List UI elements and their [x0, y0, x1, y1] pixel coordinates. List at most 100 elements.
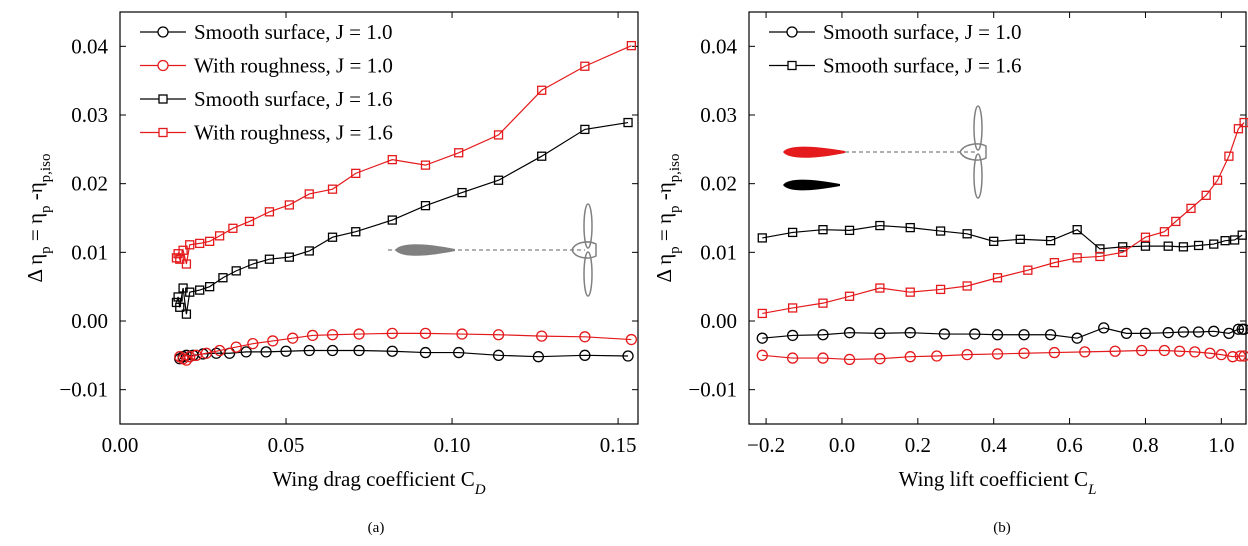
marker — [875, 283, 885, 293]
label-part: = η — [652, 213, 676, 246]
marker — [184, 351, 196, 363]
marker — [817, 329, 829, 341]
marker — [1233, 124, 1244, 134]
marker — [579, 349, 591, 361]
marker — [843, 353, 856, 366]
subscript: p — [38, 246, 54, 254]
y-tick-label: 0.02 — [700, 172, 737, 196]
y-tick-label: 0.03 — [71, 103, 108, 127]
marker — [1044, 329, 1057, 341]
legend-marker — [158, 94, 168, 104]
marker — [351, 227, 361, 237]
legend-label: With roughness, J = 1.0 — [194, 54, 393, 78]
marker — [386, 345, 398, 357]
marker — [962, 229, 972, 239]
marker — [230, 341, 242, 353]
marker — [1136, 344, 1148, 357]
x-tick-label: −0.2 — [747, 433, 785, 457]
marker — [205, 236, 215, 246]
marker — [1227, 351, 1239, 363]
marker — [205, 282, 215, 292]
marker — [626, 40, 637, 51]
subscript: p,iso — [38, 154, 54, 183]
marker — [327, 232, 338, 242]
marker — [214, 231, 225, 241]
marker — [178, 245, 188, 255]
plot-frame — [748, 11, 1247, 425]
marker — [1229, 235, 1240, 245]
marker — [756, 349, 768, 361]
subscript: p,iso — [667, 154, 683, 183]
subscript: D — [474, 482, 486, 498]
marker — [171, 297, 182, 308]
marker — [537, 151, 547, 161]
marker — [905, 222, 915, 233]
label-part: Δ η — [652, 254, 676, 283]
marker — [580, 124, 590, 135]
marker — [1204, 347, 1216, 359]
marker — [1212, 175, 1223, 185]
marker — [817, 352, 829, 364]
marker — [874, 353, 886, 365]
marker — [935, 284, 946, 295]
panel: 0.00 0.05 0.10 0.15 −0.01 0.00 0.01 0.02 0.03 0.0… — [23, 11, 639, 536]
marker — [304, 189, 314, 199]
airfoil-icon-b — [783, 105, 987, 199]
marker — [1095, 251, 1105, 262]
marker — [420, 200, 431, 211]
marker — [492, 349, 505, 361]
marker — [1118, 242, 1128, 252]
legend-label: Smooth surface, J = 1.6 — [194, 87, 393, 111]
y-tick-label: 0.01 — [71, 240, 108, 264]
x-tick-label: 0.10 — [434, 433, 471, 457]
subscript: L — [1087, 482, 1096, 498]
marker — [304, 246, 314, 256]
x-tick-label: 0.8 — [1132, 433, 1158, 457]
marker — [874, 327, 886, 340]
marker — [213, 344, 226, 357]
marker — [1234, 350, 1246, 362]
marker — [962, 281, 972, 291]
marker — [1193, 240, 1204, 251]
marker — [1224, 151, 1234, 161]
subscript: p — [38, 206, 54, 214]
series-line — [762, 122, 1245, 315]
marker — [493, 175, 504, 185]
x-tick-label: 0.2 — [905, 433, 931, 457]
legend-marker — [157, 59, 169, 72]
marker — [228, 223, 238, 233]
y-tick-label: 0.01 — [700, 240, 737, 264]
label-part: Wing lift coefficient C — [899, 467, 1088, 491]
marker — [247, 338, 259, 350]
marker — [786, 329, 799, 342]
marker — [195, 285, 205, 295]
marker — [218, 273, 228, 283]
marker — [181, 259, 192, 269]
marker — [875, 220, 885, 231]
marker — [493, 130, 504, 140]
series-line — [179, 349, 629, 360]
marker — [173, 292, 183, 302]
caption: (a) — [368, 520, 385, 536]
marker — [175, 254, 185, 264]
y-axis-label: Δ ηp = ηp -ηp,iso — [652, 154, 683, 283]
x-tick-label: 0.05 — [268, 433, 305, 457]
marker — [454, 148, 464, 158]
marker — [419, 327, 432, 340]
marker — [1140, 241, 1151, 251]
marker — [1220, 236, 1230, 246]
marker — [625, 333, 638, 346]
marker — [244, 216, 255, 227]
marker — [1215, 348, 1227, 361]
marker — [456, 328, 468, 340]
marker — [989, 236, 999, 246]
marker — [904, 351, 916, 363]
marker — [306, 329, 319, 342]
marker — [1201, 190, 1211, 200]
label-part: -η — [652, 182, 676, 205]
label-part: Wing drag coefficient C — [272, 467, 474, 491]
marker — [787, 227, 798, 238]
marker — [280, 345, 292, 357]
marker — [623, 117, 633, 128]
marker — [387, 154, 397, 165]
